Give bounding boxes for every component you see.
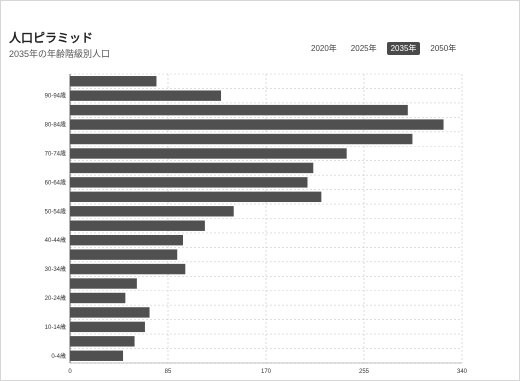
bar [70, 220, 205, 231]
y-tick-label: 20-24歳 [45, 294, 66, 302]
chart-subtitle: 2035年の年齢階級別人口 [9, 49, 111, 59]
bar [70, 206, 234, 217]
bar [70, 249, 178, 260]
y-tick-label: 0-4歳 [51, 352, 66, 360]
x-tick-label: 255 [359, 369, 370, 375]
y-tick-label: 80-84歳 [45, 121, 66, 129]
bar [70, 292, 126, 304]
chart-title: 人口ピラミッド [9, 31, 94, 45]
x-tick-label: 0 [68, 369, 72, 375]
x-tick-label: 170 [261, 369, 272, 375]
y-tick-label: 10-14歳 [45, 323, 66, 331]
tab-2025[interactable]: 2025年 [350, 44, 377, 53]
bar [70, 104, 408, 116]
year-tabs: 2020年 2025年 2035年 2050年 [307, 42, 460, 55]
bar [70, 191, 322, 203]
bar [70, 162, 314, 174]
bar [70, 263, 186, 275]
bar [70, 148, 347, 159]
tab-2020[interactable]: 2020年 [311, 44, 337, 53]
y-tick-label: 70-74歳 [45, 149, 66, 157]
y-tick-label: 40-44歳 [45, 236, 66, 244]
tab-2050[interactable]: 2050年 [430, 44, 457, 53]
bar [70, 336, 135, 347]
x-tick-label: 85 [165, 369, 172, 375]
bar [70, 76, 157, 87]
x-tick-label: 340 [457, 369, 468, 375]
y-tick-label: 30-34歳 [45, 265, 66, 273]
bar [70, 177, 308, 188]
bar [70, 350, 124, 361]
bar [70, 278, 137, 289]
bar [70, 119, 444, 130]
y-tick-label: 50-54歳 [45, 207, 66, 215]
bar [70, 133, 413, 145]
y-tick-label: 60-64歳 [45, 178, 66, 186]
bar [70, 90, 222, 101]
bar [70, 321, 145, 333]
y-tick-label: 90-94歳 [45, 92, 66, 100]
tab-2035[interactable]: 2035年 [386, 42, 421, 55]
bar [70, 234, 183, 246]
bar [70, 307, 150, 318]
